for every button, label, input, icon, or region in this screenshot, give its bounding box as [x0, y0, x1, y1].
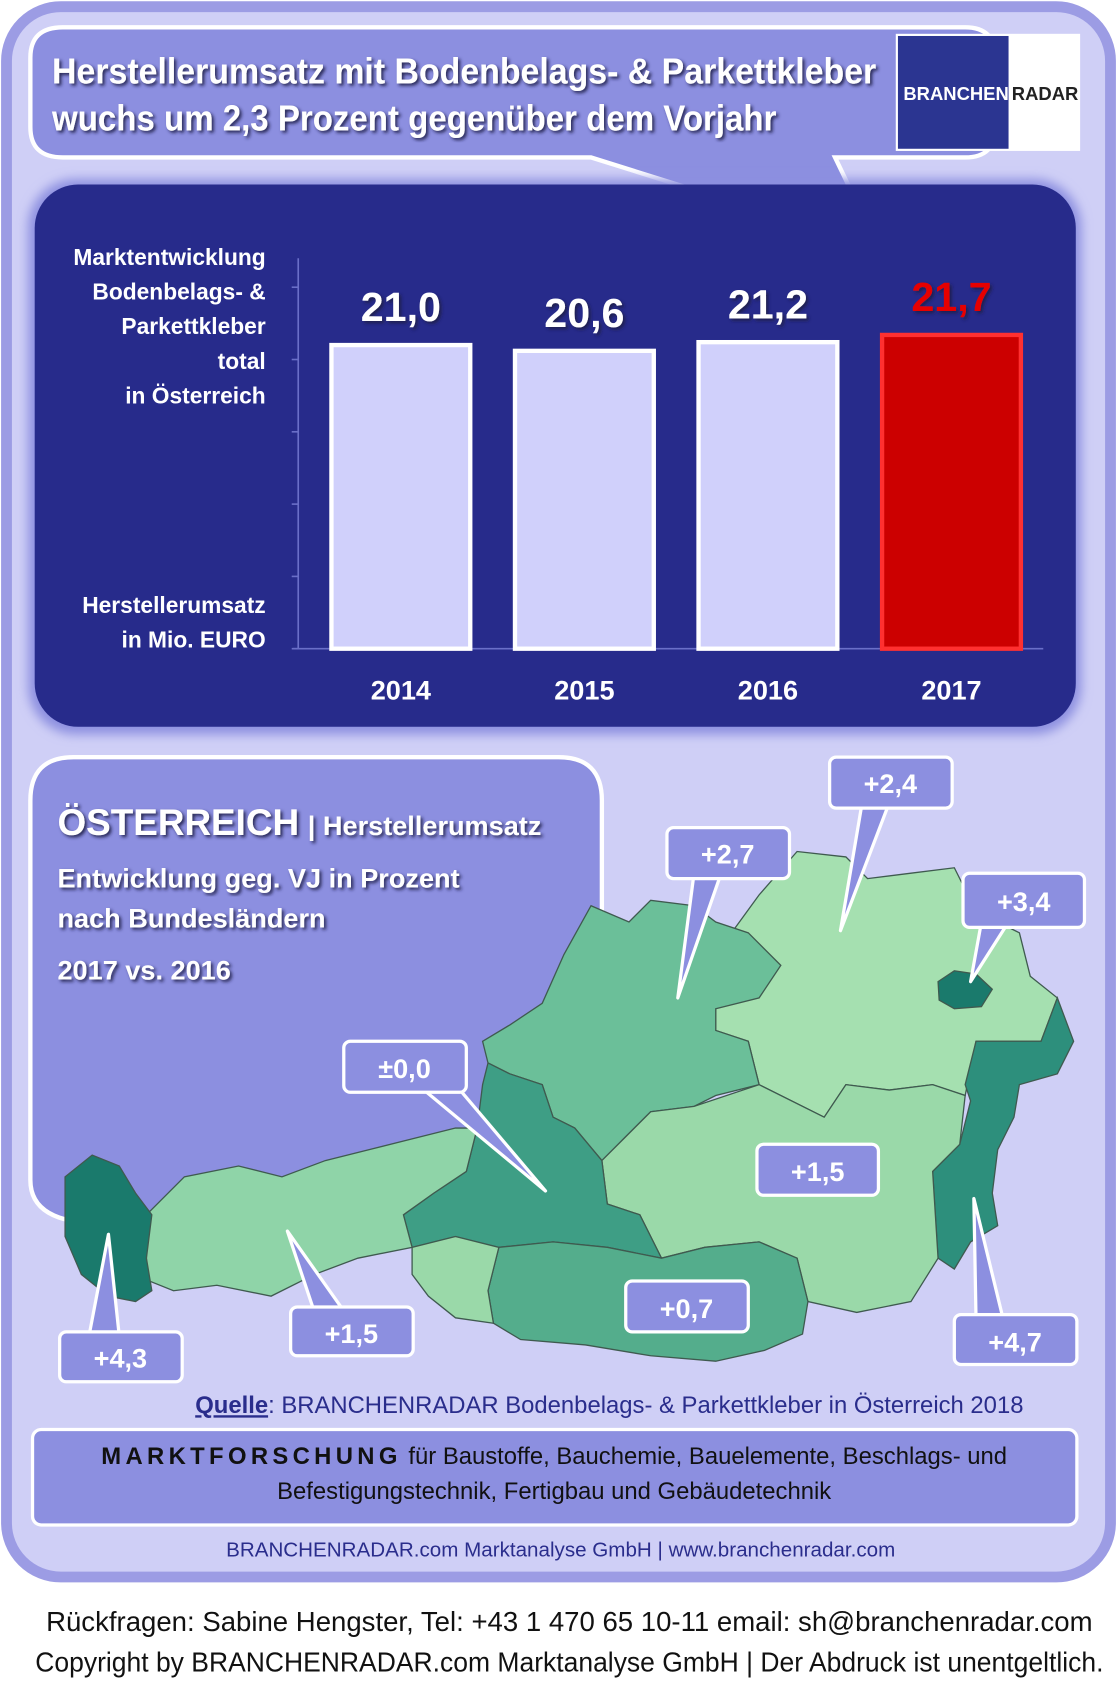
callout: +0,7 — [624, 1279, 750, 1334]
x-tick-label: 2016 — [738, 675, 798, 706]
bar — [696, 339, 840, 651]
y-axis-label: Bodenbelags- & — [92, 279, 265, 305]
callout-label: ±0,0 — [378, 1053, 431, 1084]
map-subtitle: nach Bundesländern — [57, 902, 325, 933]
region-vorarlberg — [64, 1154, 153, 1303]
y-axis-label: Parkettkleber — [121, 313, 265, 339]
region-burgenland — [931, 996, 1075, 1270]
callout: +1,5 — [755, 1142, 881, 1197]
region-east-tyrol — [411, 1235, 500, 1325]
bar — [512, 348, 656, 651]
callout: +3,4 — [961, 871, 1087, 984]
map-subtitle: Entwicklung geg. VJ in Prozent — [57, 862, 459, 893]
map-period: 2017 vs. 2016 — [57, 954, 230, 985]
callout-label: +2,4 — [864, 768, 918, 799]
logo-text: BRANCHEN — [903, 83, 1008, 104]
bar — [879, 332, 1024, 651]
callout-label: +0,7 — [660, 1293, 714, 1324]
research-word: MARKTFORSCHUNG — [101, 1443, 401, 1470]
callout: +2,7 — [665, 826, 792, 1000]
callout-label: +1,5 — [791, 1156, 845, 1187]
y-axis-label: in Mio. EURO — [122, 627, 266, 653]
callout-label: +1,5 — [325, 1318, 379, 1349]
callout: +1,5 — [285, 1229, 415, 1358]
logo-box — [897, 35, 1009, 149]
source: Quelle: BRANCHENRADAR Bodenbelags- & Par… — [195, 1392, 1023, 1419]
title-line: wuchs um 2,3 Prozent gegenüber dem Vorja… — [51, 98, 776, 138]
value-label: 21,2 — [728, 281, 808, 327]
y-axis-label: Marktentwicklung — [73, 244, 265, 270]
map-title-suffix: | Herstellerumsatz — [308, 810, 542, 841]
callout: +4,7 — [952, 1196, 1079, 1367]
callout: +4,3 — [58, 1232, 184, 1384]
callout: +2,4 — [827, 755, 954, 933]
region-vienna — [937, 970, 994, 1010]
value-label: 21,7 — [911, 274, 991, 320]
callout: ±0,0 — [342, 1039, 548, 1193]
x-tick-label: 2014 — [371, 675, 431, 706]
research-line: Befestigungstechnik, Fertigbau und Gebäu… — [277, 1478, 831, 1505]
bar-chart: Marktentwicklung Bodenbelags- & Parkettkle… — [73, 244, 1044, 706]
x-tick-label: 2017 — [921, 675, 981, 706]
region-tyrol — [145, 1127, 478, 1297]
copyright: Copyright by BRANCHENRADAR.com Marktanal… — [35, 1645, 1103, 1677]
callout-label: +4,7 — [988, 1326, 1042, 1357]
map-title: ÖSTERREICH | Herstellerumsatz — [57, 802, 541, 843]
callout-label: +3,4 — [997, 886, 1051, 917]
source-text: : BRANCHENRADAR Bodenbelags- & Parkettkl… — [268, 1392, 1023, 1419]
callout-label: +2,7 — [701, 838, 755, 869]
contact: Rückfragen: Sabine Hengster, Tel: +43 1 … — [46, 1605, 1093, 1637]
title-line: Herstellerumsatz mit Bodenbelags- & Park… — [52, 52, 876, 92]
value-label: 21,0 — [361, 284, 441, 330]
logo-text: RADAR — [1012, 83, 1079, 104]
company: BRANCHENRADAR.com Marktanalyse GmbH | ww… — [226, 1538, 895, 1561]
x-tick-label: 2015 — [554, 675, 614, 706]
y-axis-label: total — [218, 348, 266, 374]
callout-label: +4,3 — [94, 1343, 148, 1374]
research-box — [30, 1427, 1079, 1527]
y-axis-label: in Österreich — [125, 383, 265, 409]
y-axis-label: Herstellerumsatz — [82, 592, 265, 618]
bar — [329, 342, 473, 651]
research-line: MARKTFORSCHUNG für Baustoffe, Bauchemie,… — [101, 1443, 1007, 1470]
map-title-main: ÖSTERREICH — [57, 802, 299, 843]
source-prefix: Quelle — [195, 1392, 268, 1419]
research-text: für Baustoffe, Bauchemie, Bauelemente, B… — [402, 1443, 1007, 1470]
value-label: 20,6 — [544, 290, 624, 336]
